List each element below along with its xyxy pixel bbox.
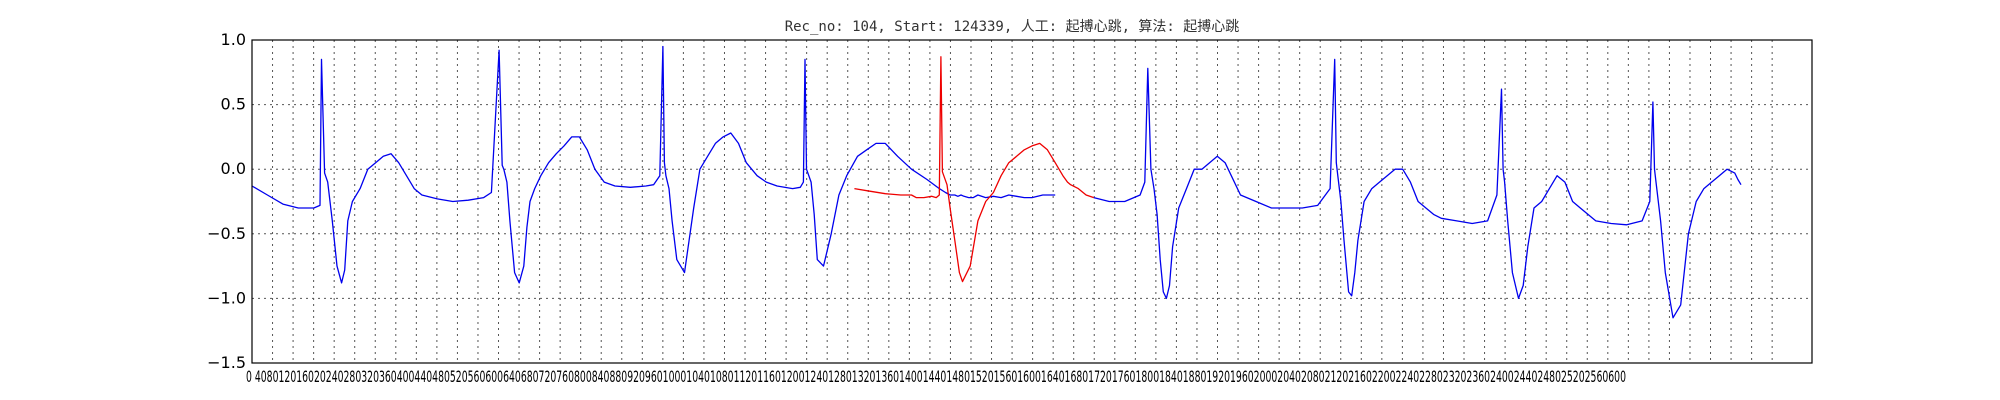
ecg-trace-segment [251, 45, 1056, 284]
y-tick-label: −0.5 [207, 224, 246, 243]
horizontal-gridlines [252, 104, 1812, 299]
y-tick-label: 0.0 [221, 159, 246, 178]
chart-title: Rec_no: 104, Start: 124339, 人工: 起搏心跳, 算法… [785, 18, 1240, 35]
y-tick-label: −1.0 [207, 288, 246, 307]
ecg-trace-segment [1093, 58, 1742, 319]
ecg-traces [251, 45, 1742, 319]
y-tick-label: 0.5 [221, 95, 246, 114]
x-axis-tick-labels: 0 40801201602024028032036040044048052056… [246, 367, 1626, 386]
ecg-trace-highlighted-beat [854, 56, 1095, 283]
y-tick-label: 1.0 [221, 30, 246, 49]
plot-frame [251, 39, 1813, 364]
y-axis-ticks: 1.0 0.5 0.0 −0.5 −1.0 −1.5 [207, 30, 246, 372]
y-tick-label: −1.5 [207, 353, 246, 372]
